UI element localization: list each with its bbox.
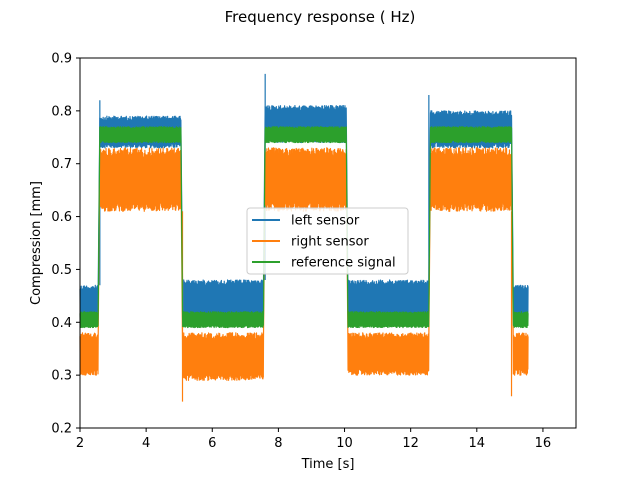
y-tick-label: 0.8: [51, 104, 72, 119]
y-tick-label: 0.4: [51, 316, 72, 331]
x-tick-label: 12: [402, 436, 419, 451]
y-tick-label: 0.5: [51, 263, 72, 278]
legend-label: reference signal: [291, 256, 396, 271]
legend-label: right sensor: [291, 235, 369, 250]
y-tick-label: 0.7: [51, 157, 72, 172]
legend-label: left sensor: [291, 214, 360, 229]
y-tick-label: 0.6: [51, 210, 72, 225]
x-tick-label: 2: [76, 436, 84, 451]
x-tick-label: 4: [142, 436, 150, 451]
legend-box: [246, 207, 409, 275]
series-line-reference-signal: [79, 126, 529, 329]
legend: left sensor right sensor reference signal: [246, 207, 409, 275]
x-tick-label: 10: [336, 436, 353, 451]
y-axis-ticks: 0.2 0.3 0.4 0.5 0.6 0.7 0.8 0.9: [51, 52, 80, 437]
x-tick-label: 16: [535, 436, 552, 451]
series-line-right-sensor: [79, 147, 529, 381]
y-tick-label: 0.2: [51, 422, 72, 437]
x-axis-ticks: 2 4 6 8 10 12 14 16: [76, 428, 551, 451]
x-tick-label: 6: [208, 436, 216, 451]
x-tick-label: 14: [469, 436, 486, 451]
x-tick-label: 8: [274, 436, 282, 451]
axes-frame: [79, 57, 577, 429]
chart-title: Frequency response ( Hz): [225, 8, 416, 26]
y-tick-label: 0.3: [51, 369, 72, 384]
y-tick-label: 0.9: [51, 52, 72, 67]
y-axis-label: Compression [mm]: [29, 181, 44, 305]
x-axis-label: Time [s]: [301, 457, 355, 472]
